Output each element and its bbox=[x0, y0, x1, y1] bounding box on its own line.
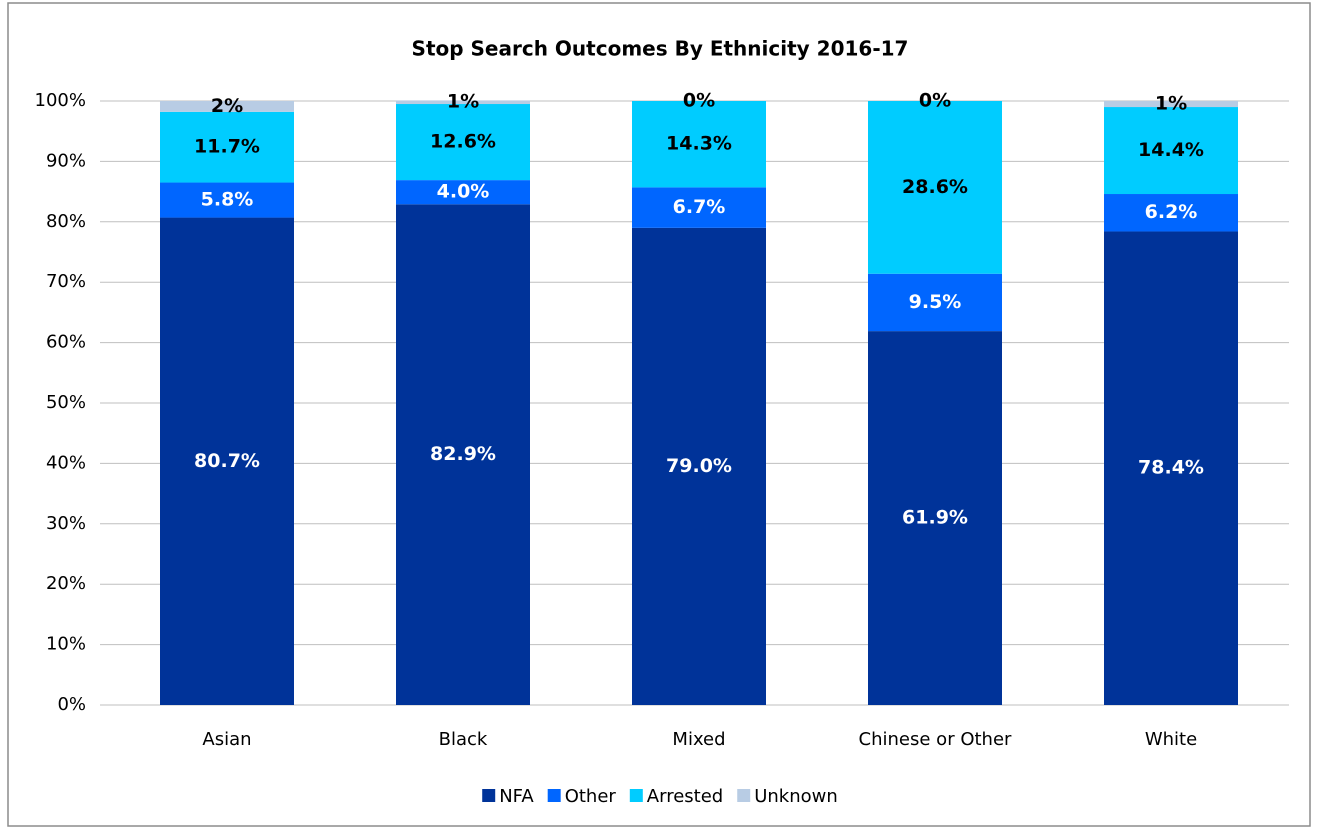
data-label: 12.6% bbox=[430, 131, 496, 153]
x-tick-label: White bbox=[1145, 729, 1197, 750]
legend-label: Unknown bbox=[754, 786, 838, 807]
data-label: 0% bbox=[683, 90, 715, 112]
data-label: 11.7% bbox=[194, 136, 260, 158]
y-tick-label: 100% bbox=[35, 90, 86, 111]
data-label: 0% bbox=[919, 90, 951, 112]
y-tick-label: 20% bbox=[46, 573, 86, 594]
bar-segment bbox=[396, 180, 530, 205]
bar-segment bbox=[868, 101, 1002, 274]
data-label: 14.3% bbox=[666, 133, 732, 155]
y-tick-label: 60% bbox=[46, 332, 86, 353]
bar-segment bbox=[160, 217, 294, 705]
y-tick-label: 90% bbox=[46, 150, 86, 171]
data-label: 2% bbox=[211, 95, 243, 117]
bar-segment bbox=[868, 273, 1002, 332]
bar-segment bbox=[396, 104, 530, 181]
data-label: 4.0% bbox=[437, 181, 490, 203]
bar-segment bbox=[1104, 231, 1238, 706]
chart-title: Stop Search Outcomes By Ethnicity 2016-1… bbox=[412, 37, 909, 61]
bar-segment bbox=[1104, 194, 1238, 232]
legend-label: Arrested bbox=[647, 786, 723, 807]
data-label: 6.2% bbox=[1145, 201, 1198, 223]
y-tick-label: 0% bbox=[57, 694, 86, 715]
x-tick-label: Chinese or Other bbox=[859, 729, 1012, 750]
bar-segment bbox=[160, 111, 294, 183]
legend-label: Other bbox=[565, 786, 617, 807]
y-tick-label: 70% bbox=[46, 271, 86, 292]
bar-segment bbox=[396, 100, 530, 105]
y-tick-label: 10% bbox=[46, 634, 86, 655]
y-tick-label: 30% bbox=[46, 513, 86, 534]
data-label: 14.4% bbox=[1138, 139, 1204, 161]
y-tick-label: 80% bbox=[46, 211, 86, 232]
bar-segment bbox=[1104, 101, 1238, 108]
data-label: 1% bbox=[447, 91, 479, 113]
bar-segment bbox=[396, 204, 530, 705]
y-tick-label: 40% bbox=[46, 452, 86, 473]
legend-swatch bbox=[737, 789, 751, 802]
legend-swatch bbox=[629, 789, 643, 802]
bar-segment bbox=[632, 187, 766, 228]
legend-swatch bbox=[482, 789, 496, 802]
bar-segment bbox=[160, 182, 294, 218]
legend-swatch bbox=[547, 789, 561, 802]
x-tick-label: Black bbox=[439, 729, 488, 750]
data-label: 28.6% bbox=[902, 176, 968, 198]
data-label: 9.5% bbox=[909, 291, 962, 313]
data-label: 79.0% bbox=[666, 455, 732, 477]
bar-segment bbox=[160, 101, 294, 112]
data-label: 80.7% bbox=[194, 450, 260, 472]
x-tick-label: Asian bbox=[202, 729, 251, 750]
data-label: 6.7% bbox=[673, 196, 726, 218]
data-label: 5.8% bbox=[201, 189, 254, 211]
bar-segment bbox=[868, 331, 1002, 705]
bar-segment bbox=[632, 101, 766, 188]
legend-label: NFA bbox=[499, 786, 534, 807]
bar-segment bbox=[632, 227, 766, 705]
data-label: 78.4% bbox=[1138, 457, 1204, 479]
data-label: 61.9% bbox=[902, 507, 968, 529]
bar-segment bbox=[1104, 107, 1238, 195]
data-label: 82.9% bbox=[430, 443, 496, 465]
y-tick-label: 50% bbox=[46, 392, 86, 413]
data-label: 1% bbox=[1155, 93, 1187, 115]
x-tick-label: Mixed bbox=[672, 729, 725, 750]
